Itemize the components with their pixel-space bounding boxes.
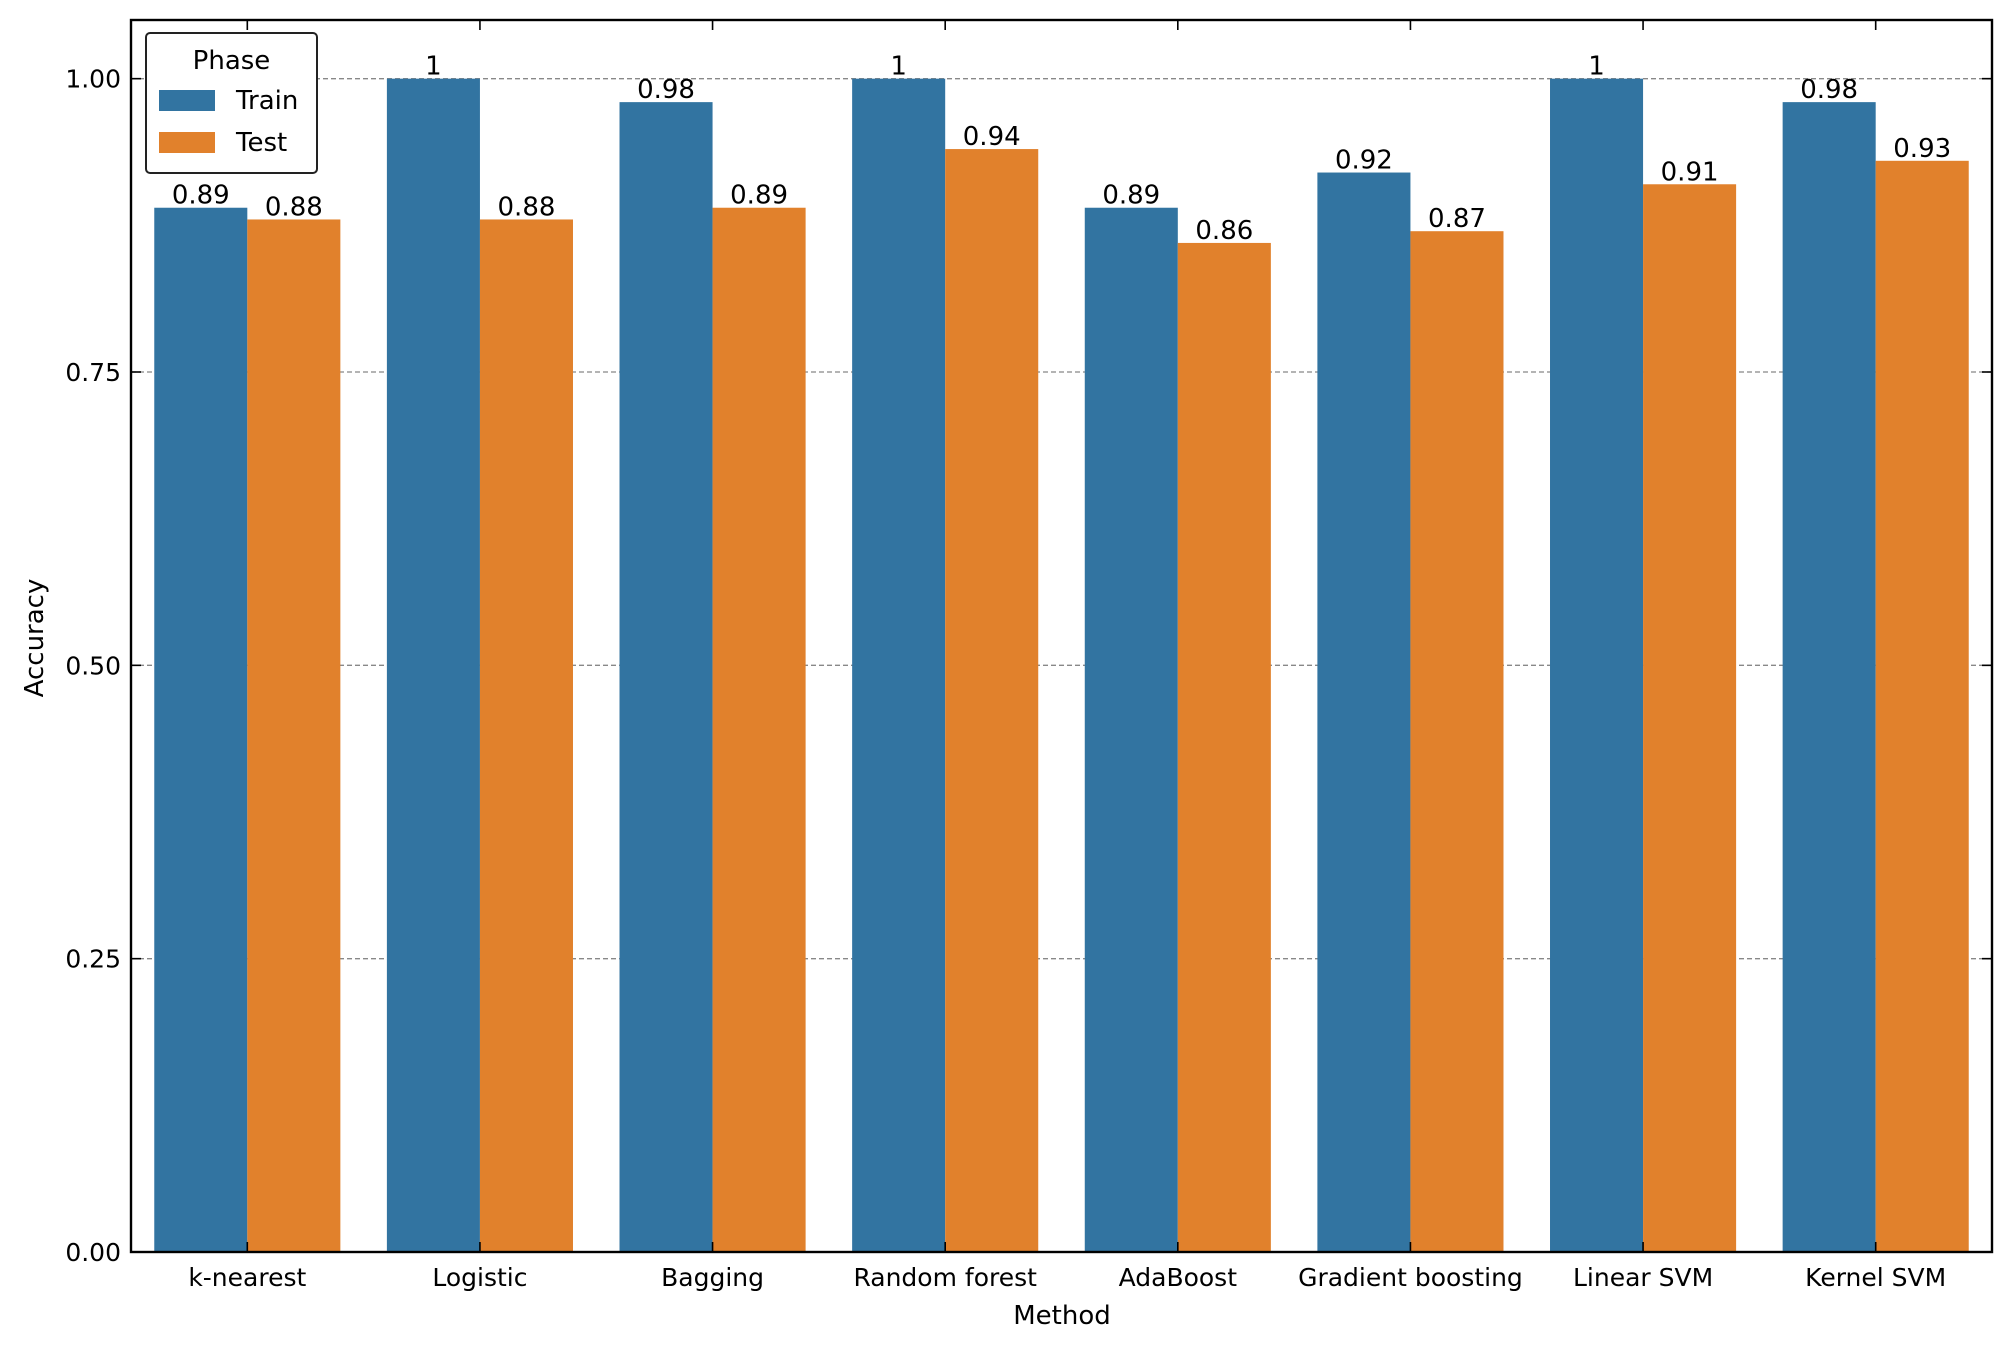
x-tick-label: Logistic	[432, 1263, 527, 1292]
data-labels: 0.89 0.88 1 0.88 0.98 0.89 1 0.94 0.89 0.86 0.92 0.…	[172, 52, 1951, 246]
data-label: 0.91	[1661, 157, 1719, 187]
x-tick-label: Gradient boosting	[1298, 1263, 1523, 1292]
x-tick-label: Kernel SVM	[1805, 1263, 1946, 1292]
x-tick-label: Random forest	[853, 1263, 1037, 1292]
data-label: 0.98	[637, 75, 695, 105]
data-label: 0.94	[963, 122, 1021, 152]
legend-swatch-test	[159, 132, 215, 153]
y-tick-label: 1.00	[65, 65, 121, 94]
bar-train	[1084, 207, 1178, 1252]
legend-label-test: Test	[235, 128, 287, 158]
data-label: 0.88	[498, 192, 556, 222]
y-tick-label: 0.25	[65, 945, 121, 974]
x-tick-label: k-nearest	[188, 1263, 306, 1292]
bar-test	[247, 219, 341, 1252]
y-tick-label: 0.00	[65, 1238, 121, 1267]
bar-test	[712, 207, 806, 1252]
data-label: 1	[890, 52, 907, 82]
y-tick-label: 0.75	[65, 358, 121, 387]
data-label: 0.89	[172, 181, 230, 211]
data-label: 1	[1588, 52, 1605, 82]
data-label: 0.88	[265, 192, 323, 222]
bar-train	[1550, 78, 1644, 1253]
x-tick-label: Linear SVM	[1573, 1263, 1713, 1292]
bar-test	[1875, 160, 1969, 1252]
x-tick-label: Bagging	[661, 1263, 764, 1292]
data-label: 0.86	[1195, 216, 1253, 246]
bar-train	[154, 207, 248, 1252]
bars	[154, 78, 1969, 1253]
data-label: 0.89	[1102, 181, 1160, 211]
legend-title: Phase	[193, 46, 271, 76]
axes: 0.00 0.25 0.50 0.75 1.00 k-nearest Logistic Bag…	[65, 18, 1994, 1292]
data-label: 0.89	[730, 181, 788, 211]
bar-train	[386, 78, 480, 1253]
data-label: 0.98	[1800, 75, 1858, 105]
bar-test	[1410, 231, 1504, 1252]
grid-lines	[131, 78, 1992, 960]
legend: Phase Train Test	[145, 32, 318, 174]
bar-test	[479, 219, 573, 1252]
bar-test	[1177, 242, 1271, 1252]
bar-train	[619, 102, 713, 1253]
data-label: 0.93	[1893, 134, 1951, 164]
bar-train	[852, 78, 946, 1253]
bar-train	[1782, 102, 1876, 1253]
y-axis-label: Accuracy	[20, 579, 50, 698]
x-axis-label: Method	[1013, 1301, 1111, 1331]
bar-test	[945, 149, 1039, 1253]
legend-swatch-train	[159, 90, 215, 111]
x-tick-label: AdaBoost	[1119, 1263, 1238, 1292]
data-label: 0.92	[1335, 146, 1393, 176]
bar-train	[1317, 172, 1411, 1253]
plot-frame	[129, 18, 1994, 1254]
data-label: 0.87	[1428, 204, 1486, 234]
data-label: 1	[425, 52, 442, 82]
y-tick-label: 0.50	[65, 651, 121, 680]
bar-test	[1643, 184, 1737, 1253]
legend-label-train: Train	[235, 86, 298, 116]
